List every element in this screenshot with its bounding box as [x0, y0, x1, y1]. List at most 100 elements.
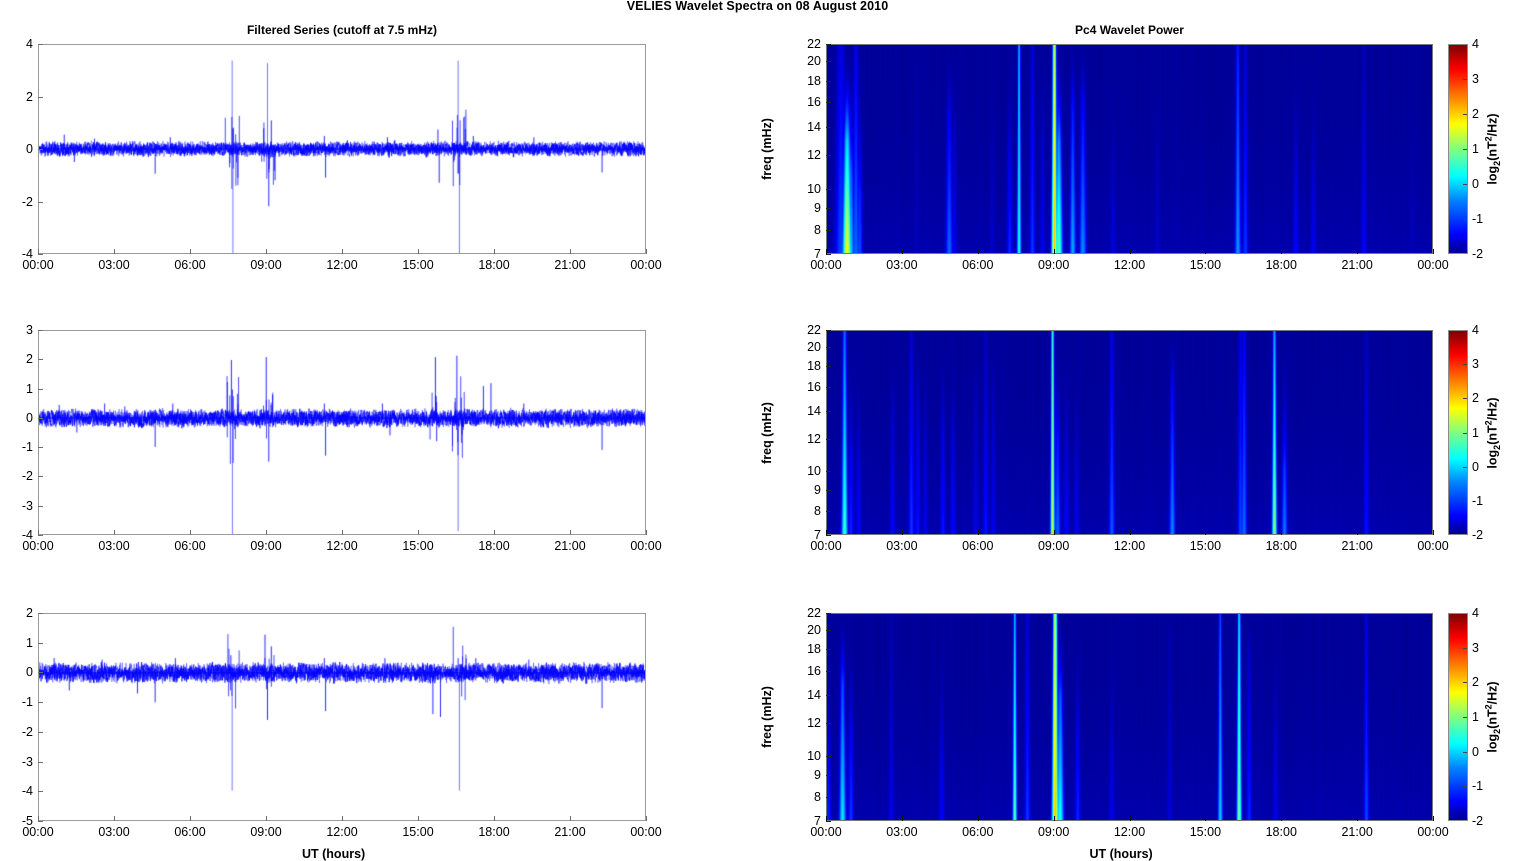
timeseries-ytick-mark [38, 254, 43, 255]
timeseries-xtick-label: 03:00 [98, 825, 130, 839]
wavelet-ytick-label: 18 [807, 73, 821, 88]
wavelet-ytick-mark [826, 613, 831, 614]
wavelet-panel-title: Pc4 Wavelet Power [1075, 23, 1184, 37]
timeseries-xtick-label: 09:00 [250, 539, 282, 553]
timeseries-xtick-label: 03:00 [98, 258, 130, 272]
colorbar-tick-label: 4 [1472, 606, 1479, 620]
timeseries-xtick-label: 15:00 [402, 825, 434, 839]
timeseries-xtick-mark [646, 816, 647, 821]
wavelet-ytick-mark [826, 347, 831, 349]
timeseries-ytick-mark [38, 505, 43, 507]
timeseries-xtick-mark [418, 530, 419, 535]
colorbar-tick-label: 0 [1472, 744, 1479, 759]
wavelet-plot-area-wavelet-x [826, 44, 1433, 254]
colorbar-tick-label: -1 [1472, 779, 1484, 794]
timeseries-ytick-label: -4 [21, 247, 33, 261]
colorbar-tick-mark [1463, 751, 1467, 753]
timeseries-xtick-label: 00:00 [630, 825, 662, 839]
wavelet-xtick-label: 15:00 [1189, 825, 1222, 839]
wavelet-xtick-mark [1281, 530, 1283, 535]
wavelet-ytick-label: 20 [807, 54, 821, 69]
timeseries-xtick-label: 21:00 [554, 258, 586, 272]
colorbar-tick-label: 4 [1472, 323, 1479, 337]
wavelet-ytick-mark [826, 796, 831, 798]
timeseries-xtick-label: 21:00 [554, 825, 586, 839]
wavelet-ytick-label: 18 [807, 642, 821, 657]
wavelet-xtick-mark [1129, 530, 1131, 535]
wavelet-ytick-label: 16 [807, 663, 821, 678]
wavelet-xtick-mark [977, 530, 979, 535]
timeseries-xtick-label: 00:00 [22, 258, 54, 272]
timeseries-ytick-mark [38, 731, 43, 733]
wavelet-xtick-label: 00:00 [1417, 539, 1449, 553]
wavelet-xtick-mark [1205, 816, 1207, 821]
timeseries-ytick-mark [38, 535, 43, 536]
wavelet-ytick-mark [826, 695, 831, 697]
colorbar-tick-label: 2 [1472, 675, 1479, 690]
wavelet-ytick-mark [826, 188, 831, 190]
timeseries-xtick-mark [266, 249, 267, 254]
wavelet-ytick-label: 22 [807, 323, 821, 337]
timeseries-xtick-label: 15:00 [402, 258, 434, 272]
wavelet-xtick-label: 00:00 [1417, 258, 1449, 272]
timeseries-xtick-label: 18:00 [478, 258, 510, 272]
wavelet-ytick-mark [826, 490, 831, 491]
wavelet-xtick-mark [1053, 816, 1055, 821]
wavelet-ytick-label: 16 [807, 380, 821, 394]
wavelet-ytick-label: 14 [807, 403, 821, 418]
timeseries-trace-timeseries-x [39, 45, 645, 253]
colorbar [1448, 44, 1468, 254]
wavelet-ytick-mark [826, 44, 831, 45]
wavelet-ytick-label: 9 [814, 200, 821, 215]
timeseries-xtick-label: 12:00 [326, 539, 358, 553]
wavelet-xtick-label: 15:00 [1189, 539, 1222, 553]
wavelet-xtick-mark [826, 530, 827, 535]
timeseries-xtick-mark [570, 530, 571, 535]
timeseries-ytick-mark [38, 613, 43, 614]
wavelet-xtick-label: 09:00 [1037, 539, 1070, 553]
colorbar-label: log2(nT2/Hz) [1483, 681, 1502, 753]
timeseries-xtick-mark [190, 249, 191, 254]
timeseries-xtick-mark [190, 816, 191, 821]
wavelet-xtick-label: 03:00 [886, 825, 918, 839]
timeseries-xtick-label: 00:00 [630, 539, 662, 553]
timeseries-ytick-mark [38, 821, 43, 822]
timeseries-xtick-mark [38, 816, 39, 821]
wavelet-ylabel: freq (mHz) [760, 686, 774, 748]
colorbar-tick-mark [1463, 114, 1467, 115]
timeseries-ytick-label: 2 [26, 606, 33, 620]
timeseries-xtick-label: 15:00 [402, 539, 434, 553]
timeseries-trace-timeseries-z [39, 614, 645, 820]
colorbar-tick-label: 0 [1472, 177, 1479, 191]
wavelet-ytick-mark [826, 126, 831, 128]
wavelet-ytick-mark [826, 365, 831, 367]
wavelet-xtick-label: 06:00 [962, 539, 994, 553]
wavelet-ytick-label: 22 [807, 606, 821, 620]
timeseries-xtick-mark [38, 249, 39, 254]
wavelet-xtick-mark [901, 249, 903, 254]
wavelet-xtick-label: 00:00 [1417, 825, 1449, 839]
timeseries-xtick-label: 00:00 [22, 539, 54, 553]
timeseries-ytick-label: -1 [21, 695, 33, 710]
timeseries-ytick-label: -1 [21, 440, 33, 455]
wavelet-xtick-label: 00:00 [810, 539, 842, 553]
timeseries-xtick-label: 03:00 [98, 539, 130, 553]
wavelet-ytick-mark [826, 207, 831, 209]
wavelet-ytick-label: 20 [807, 623, 821, 638]
wavelet-xtick-mark [1281, 816, 1283, 821]
wavelet-ytick-mark [826, 229, 831, 231]
colorbar-tick-mark [1463, 682, 1467, 684]
timeseries-ytick-mark [38, 761, 43, 763]
timeseries-xtick-label: 12:00 [326, 258, 358, 272]
timeseries-ytick-mark [38, 330, 43, 331]
wavelet-xlabel: UT (hours) [1089, 847, 1153, 861]
wavelet-xtick-label: 09:00 [1037, 258, 1070, 272]
wavelet-ytick-label: 14 [807, 688, 821, 703]
wavelet-ytick-label: 7 [814, 814, 821, 828]
timeseries-xtick-mark [494, 816, 495, 821]
colorbar-tick-label: -1 [1472, 212, 1484, 226]
timeseries-ytick-label: 1 [26, 635, 33, 650]
